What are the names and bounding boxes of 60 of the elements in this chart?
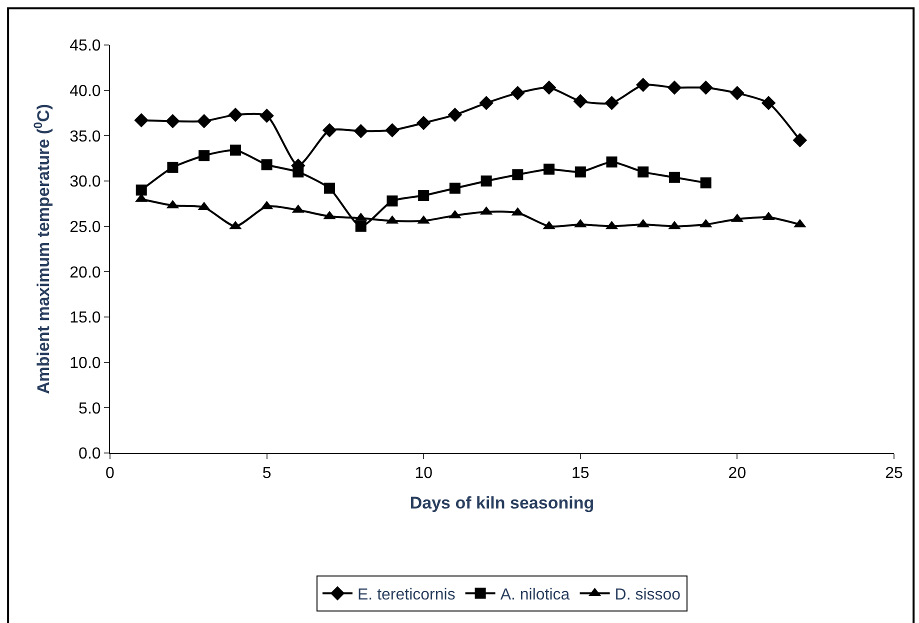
point	[166, 114, 180, 128]
x-tick-label: 5	[262, 465, 272, 482]
y-tick-label: 0.0	[78, 446, 101, 463]
y-tick-label: 10.0	[70, 354, 101, 372]
point	[324, 182, 336, 194]
point	[542, 80, 556, 95]
point	[636, 78, 650, 92]
point	[136, 184, 147, 196]
point	[573, 94, 588, 108]
x-axis-title: Days of kiln seasoning	[410, 494, 594, 513]
point	[322, 123, 337, 138]
point	[355, 220, 366, 232]
y-tick-label: 5.0	[78, 400, 101, 418]
point	[230, 144, 241, 156]
point	[260, 108, 274, 123]
point	[418, 190, 430, 202]
x-tick-label: 10	[414, 465, 433, 482]
x-tick-label: 15	[572, 465, 590, 482]
x-tick-label: 0	[106, 465, 115, 482]
point	[167, 162, 178, 173]
point	[510, 86, 525, 100]
point	[606, 156, 618, 168]
point	[761, 96, 776, 110]
y-tick-label: 20.0	[70, 264, 101, 282]
y-tick-label: 35.0	[70, 128, 101, 146]
legend-label: A. nilotica	[500, 586, 570, 604]
y-tick-label: 30.0	[70, 174, 101, 191]
y-tick-label: 45.0	[70, 38, 101, 55]
point	[354, 124, 368, 138]
legend-label: D. sissoo	[614, 586, 681, 604]
point	[448, 108, 462, 122]
point	[292, 166, 304, 178]
point	[480, 176, 492, 186]
point	[228, 108, 243, 122]
point	[196, 114, 212, 128]
point	[730, 86, 744, 100]
point	[385, 123, 400, 138]
point	[261, 159, 272, 170]
legend-label: E. tereticornis	[358, 586, 456, 604]
y-tick-label: 40.0	[70, 82, 101, 100]
point	[449, 182, 460, 194]
point	[700, 177, 712, 188]
point	[544, 164, 555, 175]
point	[792, 133, 808, 148]
point	[386, 195, 398, 206]
point	[479, 96, 494, 110]
point	[667, 80, 682, 95]
point	[668, 172, 680, 183]
point	[416, 116, 431, 130]
point	[134, 113, 149, 128]
point	[198, 150, 210, 162]
x-tick-label: 20	[728, 465, 746, 482]
point	[638, 166, 649, 178]
y-tick-label: 25.0	[70, 218, 101, 236]
x-tick-label: 25	[885, 465, 903, 482]
point	[512, 169, 524, 180]
point	[698, 80, 713, 95]
y-tick-label: 15.0	[70, 310, 101, 327]
point	[574, 166, 586, 178]
point	[604, 96, 619, 110]
